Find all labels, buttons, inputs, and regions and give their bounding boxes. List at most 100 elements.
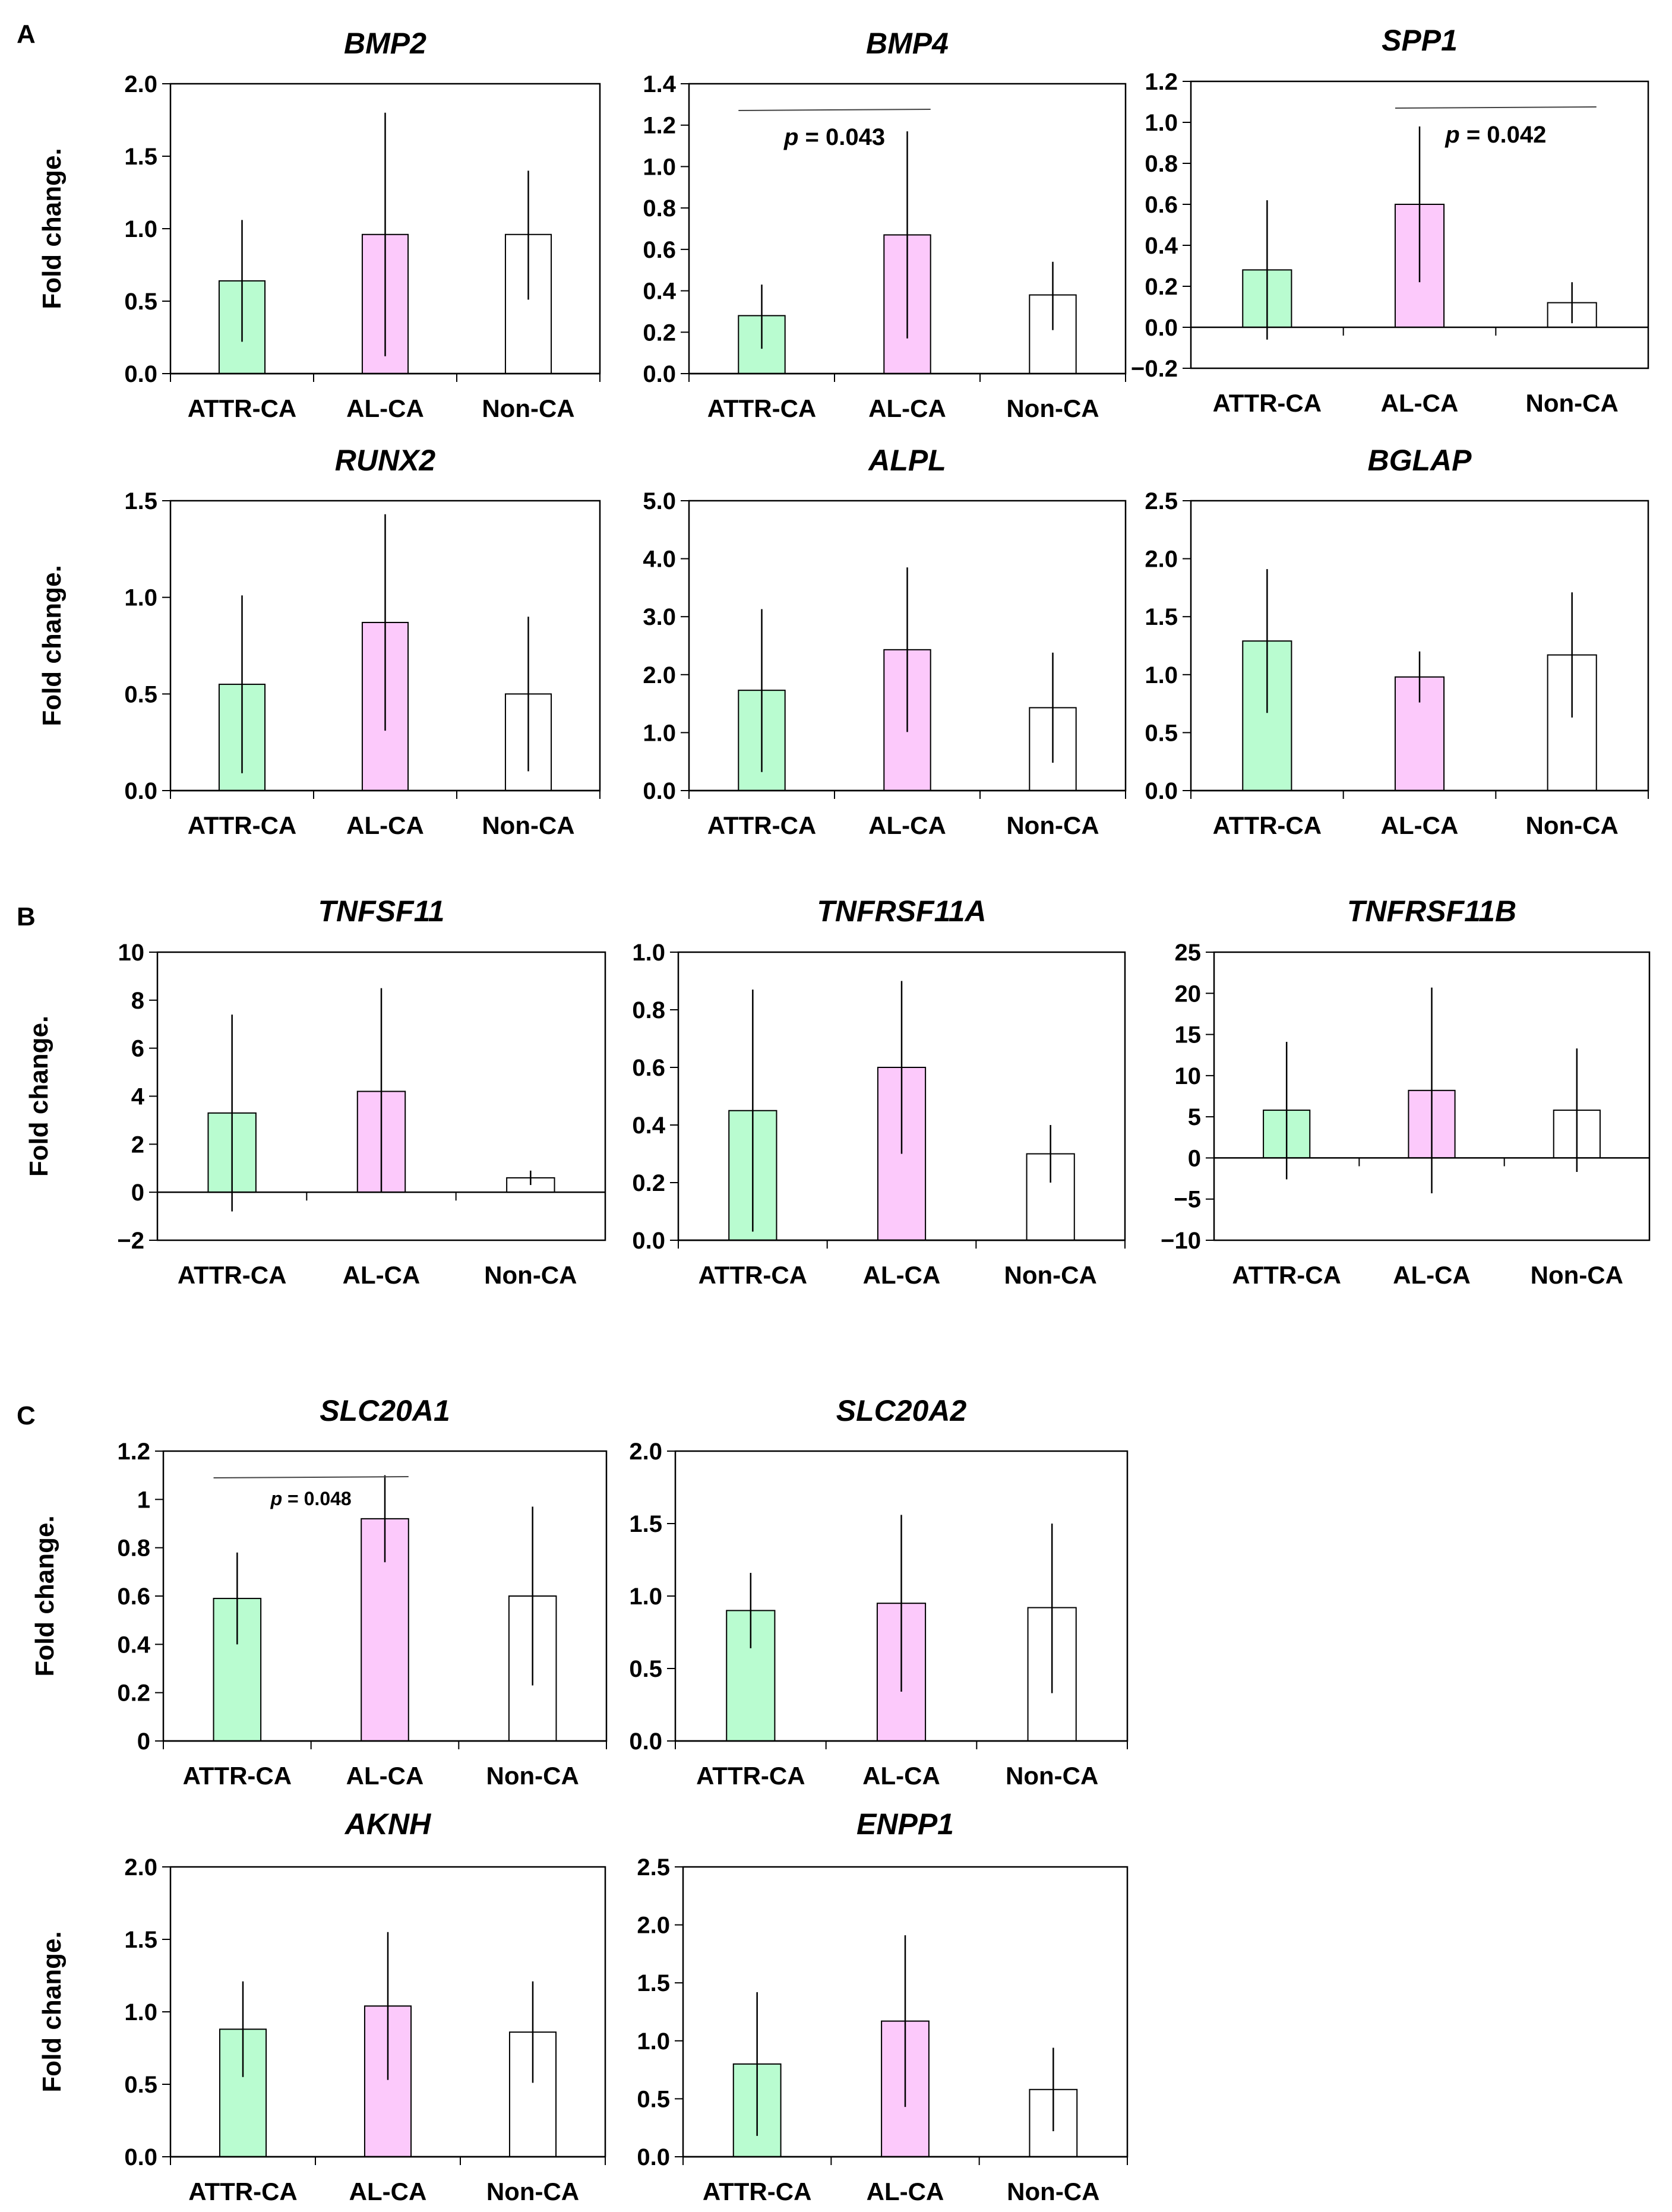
x-tick-label: ATTR-CA — [707, 811, 817, 839]
x-tick-label: ATTR-CA — [698, 1261, 808, 1289]
y-tick-label: 0.0 — [124, 361, 157, 387]
p-value-label: p = 0.042 — [1445, 122, 1546, 148]
y-axis-label: Fold change. — [37, 565, 67, 726]
y-tick-label: 10 — [1175, 1063, 1202, 1089]
y-tick-label: 2.0 — [629, 1439, 662, 1465]
y-tick-label: 0.0 — [643, 778, 676, 804]
y-tick-label: 0.5 — [124, 289, 157, 315]
y-tick-label: 5.0 — [643, 488, 676, 514]
y-tick-label: 0.2 — [643, 320, 676, 346]
y-tick-label: 1.4 — [643, 71, 676, 97]
x-tick-label: AL-CA — [868, 811, 946, 839]
y-tick-label: 0.0 — [643, 361, 676, 387]
y-tick-label: 1.2 — [1145, 69, 1178, 95]
charts-container: BMP2 0.0 0.5 1.0 1.5 2.0 ATTR-CA AL-CA Non-CA Fol… — [24, 24, 1651, 2205]
bar-al-ca — [361, 1518, 409, 1742]
y-tick-label: 2 — [131, 1132, 144, 1158]
y-tick-label: 0.2 — [1145, 274, 1178, 300]
y-tick-label: −2 — [117, 1228, 144, 1254]
p-value-label: p = 0.048 — [270, 1488, 352, 1509]
plot-frame — [169, 83, 601, 375]
chart-aknh: AKNH 0.0 0.5 1.0 1.5 2.0 ATTR-CA AL-CA Non-CA Fol… — [37, 1807, 606, 2205]
y-tick-label: 2.5 — [637, 1854, 670, 1881]
y-tick-label: 20 — [1175, 981, 1202, 1007]
x-tick-label: Non-CA — [1004, 1261, 1097, 1289]
x-tick-label: Non-CA — [1531, 1261, 1623, 1289]
x-tick-label: AL-CA — [863, 1261, 941, 1289]
chart-title: SLC20A2 — [836, 1394, 967, 1427]
y-tick-label: 5 — [1188, 1104, 1201, 1130]
chart-title: ENPP1 — [856, 1807, 954, 1841]
y-tick-label: 0.0 — [124, 2144, 157, 2170]
x-tick-label: ATTR-CA — [188, 394, 297, 422]
x-tick-label: ATTR-CA — [696, 1762, 805, 1790]
plot-frame — [169, 1866, 606, 2158]
plot-frame — [688, 83, 1127, 375]
x-tick-label: ATTR-CA — [178, 1261, 287, 1289]
y-tick-label: 1.0 — [124, 1999, 157, 2025]
y-tick-label: −10 — [1161, 1228, 1201, 1254]
plot-frame — [156, 951, 606, 1241]
chart-title: SLC20A1 — [320, 1394, 450, 1427]
y-tick-label: −5 — [1174, 1187, 1201, 1213]
x-tick-label: AL-CA — [867, 2178, 944, 2205]
chart-spp1: SPP1 −0.2 0.0 0.2 0.4 0.6 0.8 1.0 1.2 ATTR-CA AL-C… — [1131, 24, 1649, 417]
x-tick-label: AL-CA — [862, 1762, 940, 1790]
y-tick-label: 0.8 — [1145, 151, 1178, 177]
y-tick-label: 1.0 — [124, 585, 157, 611]
y-tick-label: 1.0 — [643, 720, 676, 746]
y-tick-label: 1.0 — [124, 216, 157, 242]
chart-alpl: ALPL 0.0 1.0 2.0 3.0 4.0 5.0 ATTR-CA AL-CA Non-CA — [643, 444, 1127, 839]
plot-frame — [682, 1866, 1129, 2158]
y-tick-label: 0.4 — [117, 1632, 150, 1658]
chart-slc20a1: SLC20A1 0 0.2 0.4 0.6 0.8 1 1.2 ATTR-CA AL-CA Non-… — [30, 1394, 608, 1790]
x-tick-label: ATTR-CA — [1213, 389, 1322, 417]
plot-frame — [1190, 500, 1649, 792]
y-tick-label: 0.4 — [632, 1113, 665, 1139]
y-tick-label: 0.6 — [643, 237, 676, 263]
y-tick-label: 0.5 — [1145, 720, 1178, 746]
y-axis-label: Fold change. — [37, 1931, 67, 2092]
significance-line — [738, 109, 931, 111]
y-tick-label: 0.0 — [629, 1728, 662, 1755]
chart-title: BMP4 — [866, 27, 949, 60]
y-tick-label: 0.6 — [117, 1584, 150, 1610]
y-tick-label: 1.0 — [1145, 110, 1178, 136]
x-tick-label: ATTR-CA — [188, 2178, 298, 2205]
x-tick-label: Non-CA — [1526, 389, 1619, 417]
plot-frame — [674, 1450, 1129, 1742]
y-tick-label: 10 — [118, 940, 145, 966]
y-tick-label: 25 — [1175, 940, 1202, 966]
y-tick-label: 0.0 — [637, 2144, 670, 2170]
chart-title: AKNH — [344, 1807, 431, 1841]
chart-title: BGLAP — [1368, 444, 1472, 477]
panel-label-b: B — [17, 902, 36, 931]
y-tick-label: 0.8 — [117, 1535, 150, 1562]
chart-tnfrsf11a: TNFRSF11A 0.0 0.2 0.4 0.6 0.8 1.0 ATTR-CA AL-CA N… — [632, 895, 1126, 1289]
y-tick-label: 1.2 — [643, 113, 676, 139]
chart-bglap: BGLAP 0.0 0.5 1.0 1.5 2.0 2.5 ATTR-CA AL-CA Non-C… — [1145, 444, 1649, 839]
x-tick-label: AL-CA — [868, 394, 946, 422]
chart-tnfrsf11b: TNFRSF11B −10 −5 0 5 10 15 20 25 ATTR-CA AL-CA Non-… — [1161, 895, 1651, 1289]
chart-title: ALPL — [867, 444, 946, 477]
x-tick-label: AL-CA — [346, 394, 424, 422]
y-tick-label: 1.5 — [637, 1970, 670, 1996]
significance-line — [213, 1476, 409, 1478]
chart-bmp2: BMP2 0.0 0.5 1.0 1.5 2.0 ATTR-CA AL-CA Non-CA Fol… — [37, 27, 601, 422]
chart-title: SPP1 — [1382, 24, 1458, 57]
y-tick-label: 0.2 — [117, 1680, 150, 1707]
x-tick-label: Non-CA — [1006, 1762, 1098, 1790]
y-tick-label: 1 — [137, 1487, 150, 1513]
y-tick-label: −0.2 — [1131, 356, 1178, 382]
y-tick-label: 0.0 — [1145, 778, 1178, 804]
chart-tnfsf11: TNFSF11 −2 0 2 4 6 8 10 ATTR-CA AL-CA Non-CA Fold c… — [24, 895, 606, 1289]
plot-frame — [1190, 80, 1649, 369]
y-tick-label: 0.4 — [1145, 233, 1178, 259]
y-tick-label: 0.5 — [124, 2072, 157, 2098]
y-tick-label: 0.8 — [632, 997, 665, 1023]
x-tick-label: ATTR-CA — [1232, 1261, 1341, 1289]
y-tick-label: 0.5 — [637, 2086, 670, 2112]
y-tick-label: 0.5 — [629, 1656, 662, 1682]
y-tick-label: 2.0 — [643, 662, 676, 688]
y-tick-label: 4 — [131, 1084, 145, 1110]
